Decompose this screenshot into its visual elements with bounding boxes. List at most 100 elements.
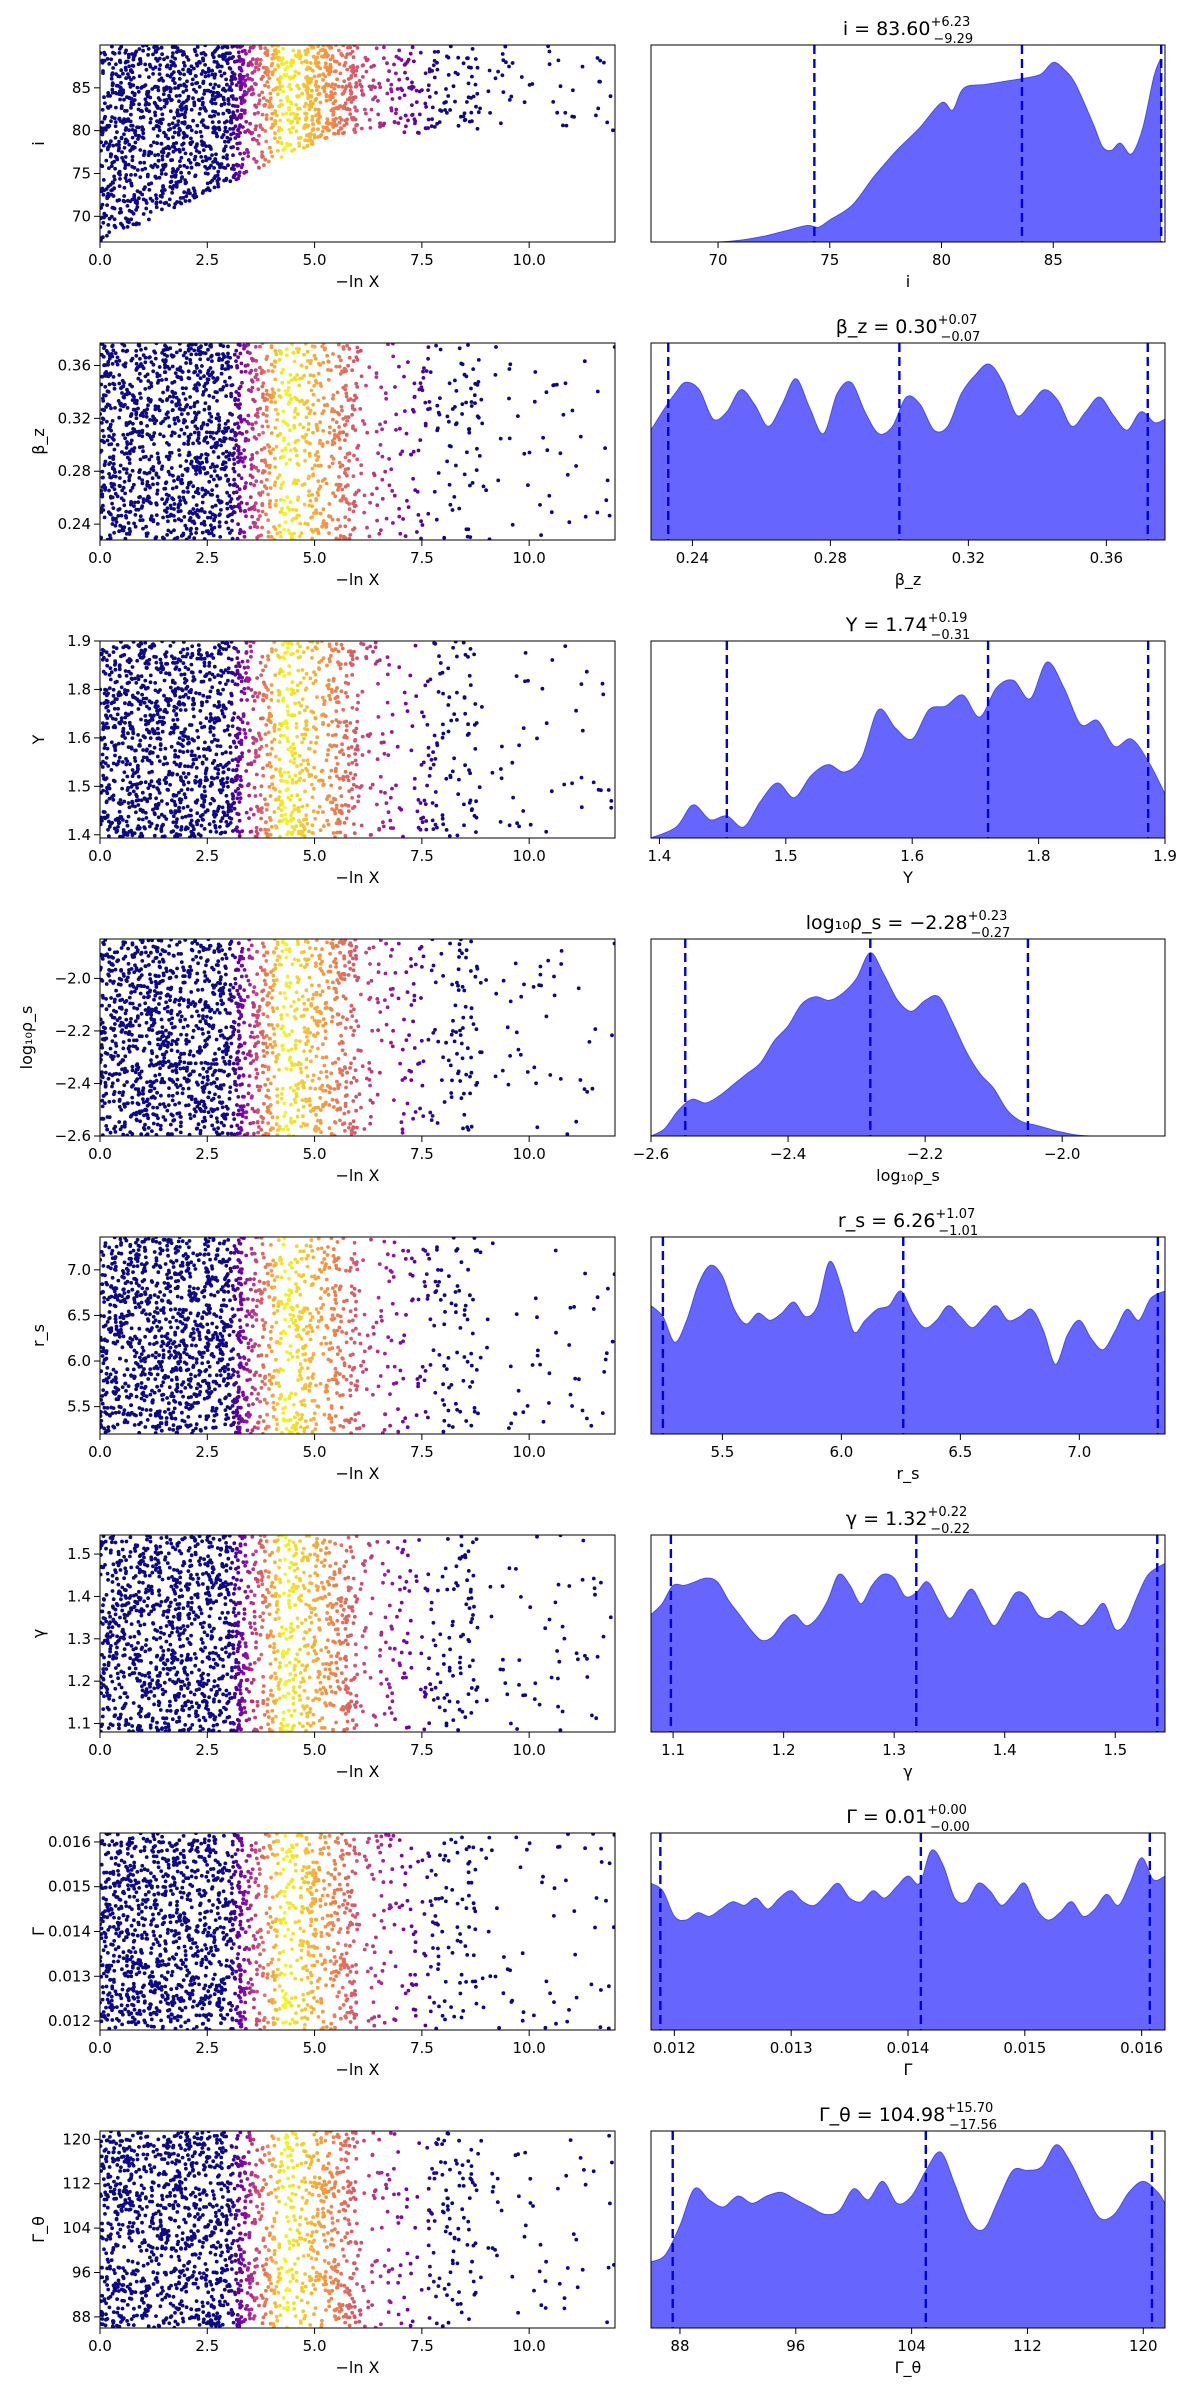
trace-point: [209, 353, 214, 358]
trace-point: [181, 100, 186, 105]
trace-point: [611, 128, 615, 133]
trace-point: [210, 68, 215, 73]
trace-point: [165, 397, 170, 401]
trace-point: [389, 108, 394, 113]
trace-point: [138, 655, 143, 660]
title-plus-error: +0.07: [938, 313, 978, 328]
trace-point: [212, 465, 217, 469]
trace-point: [158, 432, 163, 437]
trace-point: [172, 116, 177, 120]
trace-point: [189, 136, 193, 141]
trace-point: [166, 152, 171, 156]
trace-point: [313, 107, 318, 112]
trace-point: [239, 419, 244, 424]
trace-point: [333, 131, 337, 136]
trace-point: [257, 491, 261, 496]
trace-point: [567, 520, 572, 525]
trace-point: [100, 107, 105, 112]
trace-point: [221, 385, 226, 389]
trace-point: [462, 472, 467, 477]
trace-point: [385, 91, 390, 96]
trace-point: [111, 650, 116, 654]
trace-point: [226, 139, 231, 144]
trace-point: [154, 176, 159, 180]
trace-point: [269, 690, 274, 695]
trace-point: [199, 51, 204, 56]
trace-point: [159, 171, 164, 176]
trace-point: [270, 369, 275, 374]
trace-point: [320, 442, 325, 447]
trace-point: [352, 398, 356, 403]
trace-point: [122, 770, 127, 775]
trace-point: [143, 166, 148, 171]
trace-point: [108, 461, 113, 465]
trace-point: [186, 482, 191, 487]
trace-point: [231, 466, 236, 471]
trace-point: [260, 127, 265, 132]
trace-point: [221, 466, 226, 471]
trace-point: [255, 676, 259, 680]
trace-point: [315, 428, 320, 433]
trace-point: [378, 422, 382, 427]
trace-point: [155, 712, 160, 717]
trace-point: [117, 415, 122, 420]
trace-point: [547, 49, 552, 54]
trace-point: [454, 422, 458, 427]
trace-point: [119, 86, 123, 90]
trace-point: [424, 369, 429, 373]
trace-point: [288, 373, 293, 377]
trace-point: [302, 448, 307, 453]
trace-point: [384, 801, 389, 805]
trace-point: [163, 746, 168, 751]
trace-point: [294, 516, 299, 520]
trace-point: [202, 660, 207, 665]
trace-point: [232, 504, 237, 509]
trace-point: [256, 110, 260, 115]
trace-point: [595, 389, 600, 394]
trace-point: [294, 780, 299, 785]
trace-point: [135, 85, 140, 90]
trace-point: [115, 355, 120, 360]
trace-point: [131, 64, 136, 68]
trace-point: [155, 451, 160, 456]
trace-point: [194, 61, 199, 66]
posterior-panel-beta_z: 0.24 0.28 0.32 0.36β_z: [650, 342, 1166, 590]
trace-point: [367, 365, 372, 370]
trace-point: [335, 686, 339, 690]
trace-point: [517, 743, 521, 748]
trace-point: [411, 476, 415, 481]
trace-point: [151, 784, 156, 789]
trace-point: [607, 513, 612, 518]
trace-point: [179, 481, 184, 486]
trace-point: [151, 126, 156, 131]
trace-point: [350, 806, 355, 810]
trace-point: [177, 453, 182, 457]
trace-point: [261, 65, 266, 70]
trace-point: [305, 758, 310, 763]
trace-point: [112, 177, 117, 182]
trace-point: [365, 646, 369, 651]
trace-point: [376, 715, 381, 719]
trace-point: [246, 343, 251, 347]
trace-point: [338, 126, 343, 130]
trace-point: [236, 522, 241, 526]
x-tick-label: 0.0: [88, 549, 112, 567]
trace-point: [188, 68, 193, 73]
trace-point: [212, 59, 217, 64]
trace-point: [149, 181, 154, 186]
trace-point: [156, 96, 161, 100]
trace-point: [174, 50, 179, 54]
trace-point: [235, 117, 239, 121]
trace-point: [234, 767, 239, 772]
trace-point: [354, 81, 359, 85]
trace-point: [246, 154, 251, 159]
trace-point: [119, 513, 124, 518]
trace-point: [527, 450, 532, 455]
trace-point: [318, 381, 323, 386]
trace-point: [384, 396, 389, 401]
trace-point: [152, 431, 157, 435]
trace-point: [323, 523, 328, 527]
trace-point: [246, 413, 251, 418]
trace-point: [267, 501, 272, 506]
trace-point: [298, 521, 303, 526]
